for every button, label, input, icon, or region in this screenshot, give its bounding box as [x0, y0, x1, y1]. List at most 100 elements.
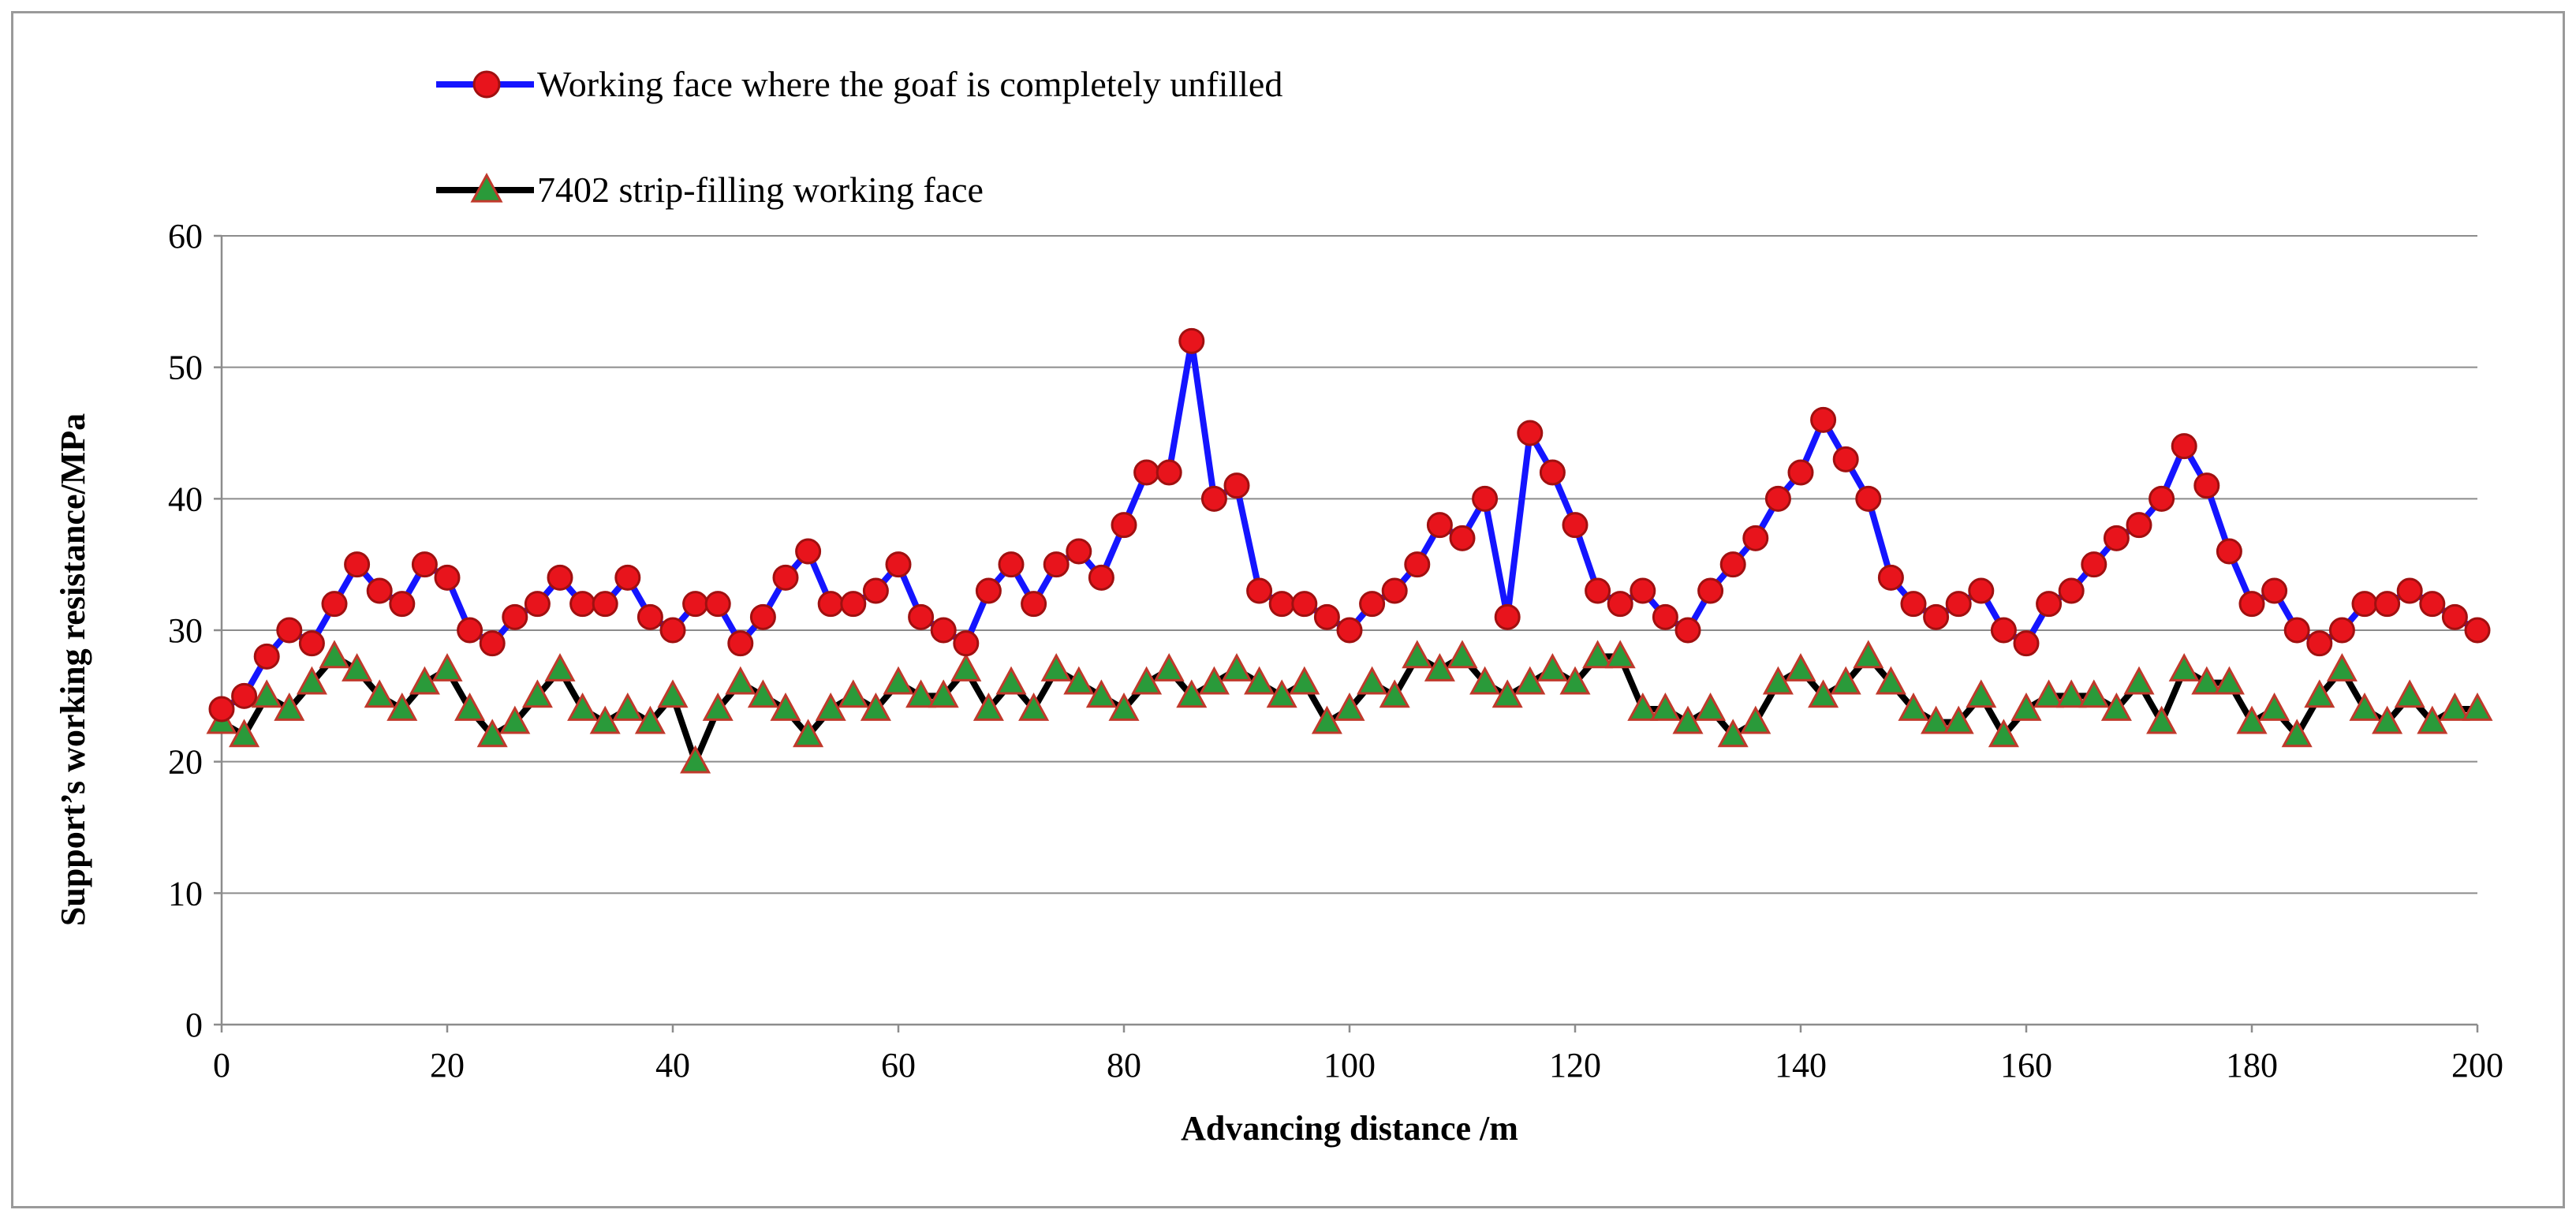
- legend: Working face where the goaf is completel…: [436, 64, 1282, 210]
- data-point: [411, 551, 438, 578]
- data-point: [2417, 705, 2448, 734]
- data-point: [342, 653, 373, 681]
- data-point: [637, 603, 663, 630]
- data-point: [2396, 577, 2423, 604]
- data-point: [1178, 327, 1205, 354]
- data-point: [680, 745, 711, 774]
- data-point: [885, 551, 912, 578]
- data-point: [1742, 525, 1769, 551]
- y-tick-label-30: 30: [168, 611, 203, 650]
- data-point: [1153, 653, 1185, 681]
- data-point: [1313, 603, 1340, 630]
- series-strip-filling: [206, 640, 2493, 774]
- x-tick-label-40: 40: [655, 1046, 690, 1085]
- x-tick-label-160: 160: [2000, 1046, 2052, 1085]
- data-point: [1111, 512, 1137, 539]
- data-point: [1968, 577, 1995, 604]
- data-point: [409, 666, 440, 695]
- data-point: [521, 679, 553, 708]
- data-point: [998, 551, 1025, 578]
- data-point: [928, 679, 959, 708]
- data-point: [2328, 617, 2355, 644]
- data-point: [1808, 679, 1839, 708]
- y-axis-title: Support’s working resistance/MPa: [54, 413, 92, 926]
- data-point: [1830, 666, 1861, 695]
- data-point: [1472, 485, 1499, 512]
- y-tick-label-10: 10: [168, 874, 203, 913]
- data-point: [1764, 485, 1791, 512]
- data-point: [1404, 551, 1431, 578]
- data-point: [2036, 591, 2063, 618]
- data-point: [276, 617, 303, 644]
- data-point: [321, 591, 348, 618]
- data-point: [1085, 679, 1117, 708]
- data-point: [2439, 693, 2470, 721]
- data-point: [1719, 551, 1746, 578]
- data-point: [2372, 705, 2403, 734]
- data-point: [1945, 591, 1972, 618]
- data-point: [1990, 617, 2017, 644]
- data-point: [704, 591, 731, 618]
- data-point: [1066, 538, 1092, 565]
- data-point: [1063, 666, 1095, 695]
- data-point: [2216, 538, 2242, 565]
- data-point: [2236, 705, 2268, 734]
- data-point: [1379, 679, 1410, 708]
- chart-frame: 0 10 20 30 40 50 60 0 20 40 60 80 100 120 140 160 180 20…: [11, 11, 2565, 1208]
- data-point: [2464, 617, 2491, 644]
- data-point: [1562, 512, 1589, 539]
- data-point: [2281, 719, 2313, 748]
- data-point: [499, 705, 531, 734]
- data-point: [747, 679, 778, 708]
- data-point: [1108, 693, 1140, 721]
- data-point: [1900, 591, 1927, 618]
- data-point: [1357, 666, 1388, 695]
- data-point: [2168, 653, 2200, 681]
- data-point: [1155, 459, 1182, 486]
- data-point: [838, 679, 869, 708]
- data-point: [2078, 679, 2110, 708]
- data-point: [1875, 666, 1906, 695]
- data-point: [231, 682, 258, 709]
- data-point: [274, 693, 305, 721]
- data-point: [1131, 666, 1163, 695]
- data-point: [1697, 577, 1724, 604]
- data-point: [1921, 705, 1952, 734]
- data-point: [2171, 433, 2197, 460]
- data-point: [2261, 577, 2288, 604]
- data-point: [208, 696, 235, 723]
- legend-item-unfilled: Working face where the goaf is completel…: [436, 64, 1282, 104]
- data-point: [1674, 617, 1701, 644]
- data-point: [1449, 525, 1476, 551]
- data-point: [815, 693, 846, 721]
- data-point: [2058, 577, 2085, 604]
- data-point: [860, 693, 891, 721]
- data-point: [1988, 719, 2019, 748]
- data-point: [1652, 603, 1678, 630]
- data-point: [1717, 719, 1749, 748]
- data-point: [795, 538, 822, 565]
- data-point: [1018, 693, 1050, 721]
- data-point: [2191, 666, 2223, 695]
- data-point: [2349, 693, 2380, 721]
- data-point: [975, 577, 1002, 604]
- data-point: [1469, 666, 1501, 695]
- data-point: [1200, 485, 1227, 512]
- data-point: [547, 564, 573, 591]
- data-point: [1539, 459, 1566, 486]
- legend-item-strip-filling: 7402 strip-filling working face: [436, 170, 984, 210]
- data-point: [544, 653, 576, 681]
- data-point: [569, 591, 596, 618]
- data-point: [2081, 551, 2107, 578]
- data-point: [883, 666, 914, 695]
- data-point: [2283, 617, 2310, 644]
- x-axis-title: Advancing distance /m: [1181, 1109, 1518, 1148]
- data-point: [1491, 679, 1523, 708]
- data-point: [1494, 603, 1521, 630]
- data-point: [1198, 666, 1230, 695]
- data-point: [1582, 640, 1614, 669]
- data-point: [2374, 591, 2401, 618]
- data-point: [1402, 640, 1433, 669]
- legend-label-strip-filling: 7402 strip-filling working face: [537, 170, 984, 210]
- data-point: [973, 693, 1004, 721]
